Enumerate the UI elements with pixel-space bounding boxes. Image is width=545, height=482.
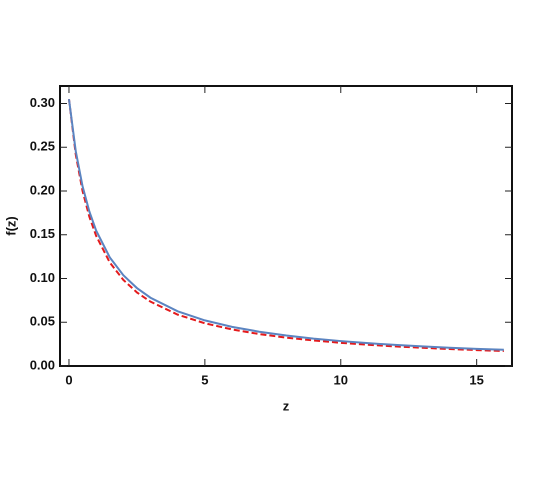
- y-tick-label: 0.05: [30, 314, 55, 329]
- series-line: [67, 99, 504, 351]
- x-axis-label: z: [283, 398, 290, 413]
- x-tick-label: 10: [334, 372, 348, 387]
- plot-frame: [59, 85, 513, 367]
- y-tick-label: 0.15: [30, 226, 55, 241]
- y-tick-label: 0.20: [30, 182, 55, 197]
- y-tick-label: 0.25: [30, 139, 55, 154]
- x-tick-label: 15: [469, 372, 483, 387]
- y-tick-label: 0.10: [30, 270, 55, 285]
- x-tick-label: 5: [201, 372, 208, 387]
- y-tick-label: 0.30: [30, 95, 55, 110]
- y-axis-label: f(z): [3, 216, 18, 236]
- x-tick-label: 0: [65, 372, 72, 387]
- series-line: [67, 99, 504, 353]
- y-tick-label: 0.00: [30, 357, 55, 372]
